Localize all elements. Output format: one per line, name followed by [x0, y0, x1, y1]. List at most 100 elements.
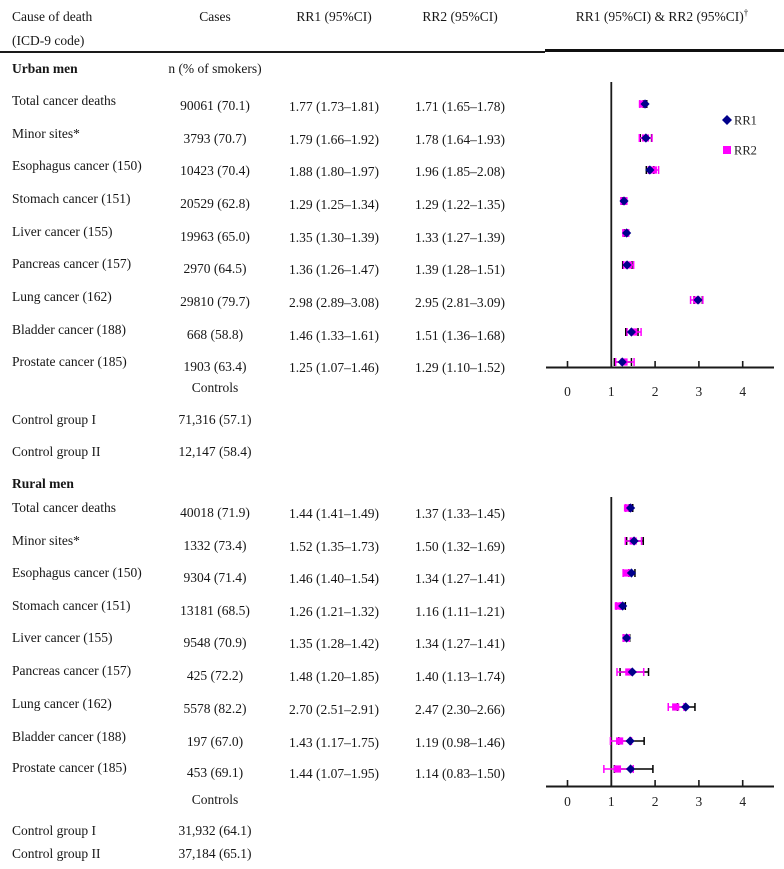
cell-cases: 40018 (71.9)	[180, 505, 250, 520]
cell-cause: Liver cancer (155)	[12, 630, 113, 645]
control-group-label: Control group I	[12, 412, 96, 427]
plot-title-text: RR1 (95%CI) & RR2 (95%CI)	[575, 9, 744, 24]
header-rule-left	[0, 51, 545, 53]
rr1-marker	[640, 99, 650, 109]
cell-rr2: 1.37 (1.33–1.45)	[415, 506, 505, 521]
legend-label: RR2	[734, 144, 757, 158]
control-group-cases: 31,932 (64.1)	[178, 823, 252, 838]
control-group-label: Control group I	[12, 823, 96, 838]
cell-cause: Minor sites*	[12, 126, 80, 141]
rr1-marker	[625, 503, 636, 513]
cell-cases: 3793 (70.7)	[183, 131, 247, 146]
rr1-marker	[618, 601, 628, 611]
cell-cases: 19963 (65.0)	[180, 229, 250, 244]
cell-cause: Prostate cancer (185)	[12, 354, 127, 369]
legend-rr2-square-icon	[723, 146, 731, 154]
cell-cause: Prostate cancer (185)	[12, 760, 127, 775]
rr1-marker	[645, 165, 655, 175]
x-axis-tick-label: 2	[652, 794, 659, 809]
cell-rr2: 1.78 (1.64–1.93)	[415, 132, 505, 147]
header-cases: Cases	[199, 9, 231, 24]
forest-plot-rural: 0 1 2 3 4	[546, 497, 774, 809]
cell-cases: 453 (69.1)	[186, 765, 244, 780]
rr2-marker	[622, 569, 630, 577]
cell-cases: 13181 (68.5)	[180, 603, 250, 618]
cell-cause: Stomach cancer (151)	[12, 191, 131, 206]
header-rule-right	[545, 48, 784, 52]
cell-rr1: 1.35 (1.28–1.42)	[289, 636, 379, 651]
rr2-marker	[672, 703, 680, 711]
rr1-marker	[625, 764, 636, 774]
cell-rr2: 1.51 (1.36–1.68)	[415, 328, 505, 343]
cell-rr1: 1.44 (1.07–1.95)	[289, 766, 379, 781]
cell-rr1: 2.70 (2.51–2.91)	[289, 702, 379, 717]
header-rr2: RR2 (95%CI)	[422, 9, 498, 24]
x-axis-tick-label: 3	[696, 384, 703, 399]
rr1-marker	[622, 633, 632, 643]
legend-rr1-diamond-icon	[722, 115, 732, 125]
rr1-marker	[625, 736, 635, 746]
cell-rr2: 1.96 (1.85–2.08)	[415, 164, 505, 179]
plot-legend: RR1 RR2	[722, 114, 757, 158]
cell-rr2: 1.50 (1.32–1.69)	[415, 539, 505, 554]
x-axis-tick-label: 4	[739, 384, 746, 399]
cell-cases: 668 (58.8)	[186, 327, 244, 342]
cell-rr2: 1.34 (1.27–1.41)	[415, 571, 505, 586]
legend-label: RR1	[734, 114, 757, 128]
x-axis-tick-label: 4	[739, 794, 746, 809]
cell-cause: Bladder cancer (188)	[12, 322, 126, 337]
x-axis-tick-label: 2	[652, 384, 659, 399]
rr2-marker	[616, 737, 624, 745]
controls-label: Controls	[191, 380, 239, 395]
cell-rr1: 1.29 (1.25–1.34)	[289, 197, 379, 212]
control-group-label: Control group II	[12, 444, 101, 459]
cell-rr1: 1.25 (1.07–1.46)	[289, 360, 379, 375]
cell-cause: Esophagus cancer (150)	[12, 565, 142, 580]
cell-rr1: 1.46 (1.33–1.61)	[289, 328, 379, 343]
cell-cases: 90061 (70.1)	[180, 98, 250, 113]
cell-cause: Total cancer deaths	[12, 500, 116, 515]
cell-rr1: 1.79 (1.66–1.92)	[289, 132, 379, 147]
cell-cause: Total cancer deaths	[12, 93, 116, 108]
cell-rr1: 1.46 (1.40–1.54)	[289, 571, 379, 586]
rr1-marker	[641, 133, 651, 143]
cell-rr2: 1.16 (1.11–1.21)	[415, 604, 505, 619]
cell-rr2: 1.29 (1.10–1.52)	[415, 360, 505, 375]
cell-cases: 9548 (70.9)	[183, 635, 247, 650]
control-group-cases: 71,316 (57.1)	[178, 412, 252, 427]
cell-rr2: 1.71 (1.65–1.78)	[415, 99, 505, 114]
cell-cases: 2970 (64.5)	[183, 261, 247, 276]
control-group-label: Control group II	[12, 846, 101, 861]
control-group-cases: 37,184 (65.1)	[178, 846, 252, 861]
rr1-marker	[629, 536, 639, 546]
cell-cause: Lung cancer (162)	[12, 696, 112, 711]
rr1-marker	[626, 327, 637, 337]
cell-rr1: 1.77 (1.73–1.81)	[289, 99, 379, 114]
cell-rr1: 1.88 (1.80–1.97)	[289, 164, 379, 179]
cell-rr1: 1.36 (1.26–1.47)	[289, 262, 379, 277]
cell-cases: 197 (67.0)	[186, 734, 244, 749]
cell-cause: Lung cancer (162)	[12, 289, 112, 304]
cases-subheader: n (% of smokers)	[168, 61, 262, 76]
header-rr1: RR1 (95%CI)	[296, 9, 372, 24]
x-axis-tick-label: 0	[564, 384, 571, 399]
cell-rr2: 1.40 (1.13–1.74)	[415, 669, 505, 684]
rr1-marker	[617, 357, 627, 367]
rr1-marker	[622, 228, 632, 238]
cell-rr1: 1.44 (1.41–1.49)	[289, 506, 379, 521]
cell-rr2: 1.34 (1.27–1.41)	[415, 636, 505, 651]
header-plot-title: RR1 (95%CI) & RR2 (95%CI)†	[540, 8, 784, 25]
cell-cause: Esophagus cancer (150)	[12, 158, 142, 173]
cell-rr1: 1.48 (1.20–1.85)	[289, 669, 379, 684]
header-cause-line1: Cause of death	[12, 9, 93, 24]
cell-rr1: 2.98 (2.89–3.08)	[289, 295, 379, 310]
dagger-footnote-mark: †	[743, 7, 749, 18]
x-axis-tick-label: 0	[564, 794, 571, 809]
cell-cause: Pancreas cancer (157)	[12, 256, 132, 271]
cell-rr1: 1.35 (1.30–1.39)	[289, 230, 379, 245]
cell-cases: 425 (72.2)	[186, 668, 244, 683]
rr1-marker	[626, 568, 637, 578]
rr1-marker	[681, 702, 691, 712]
